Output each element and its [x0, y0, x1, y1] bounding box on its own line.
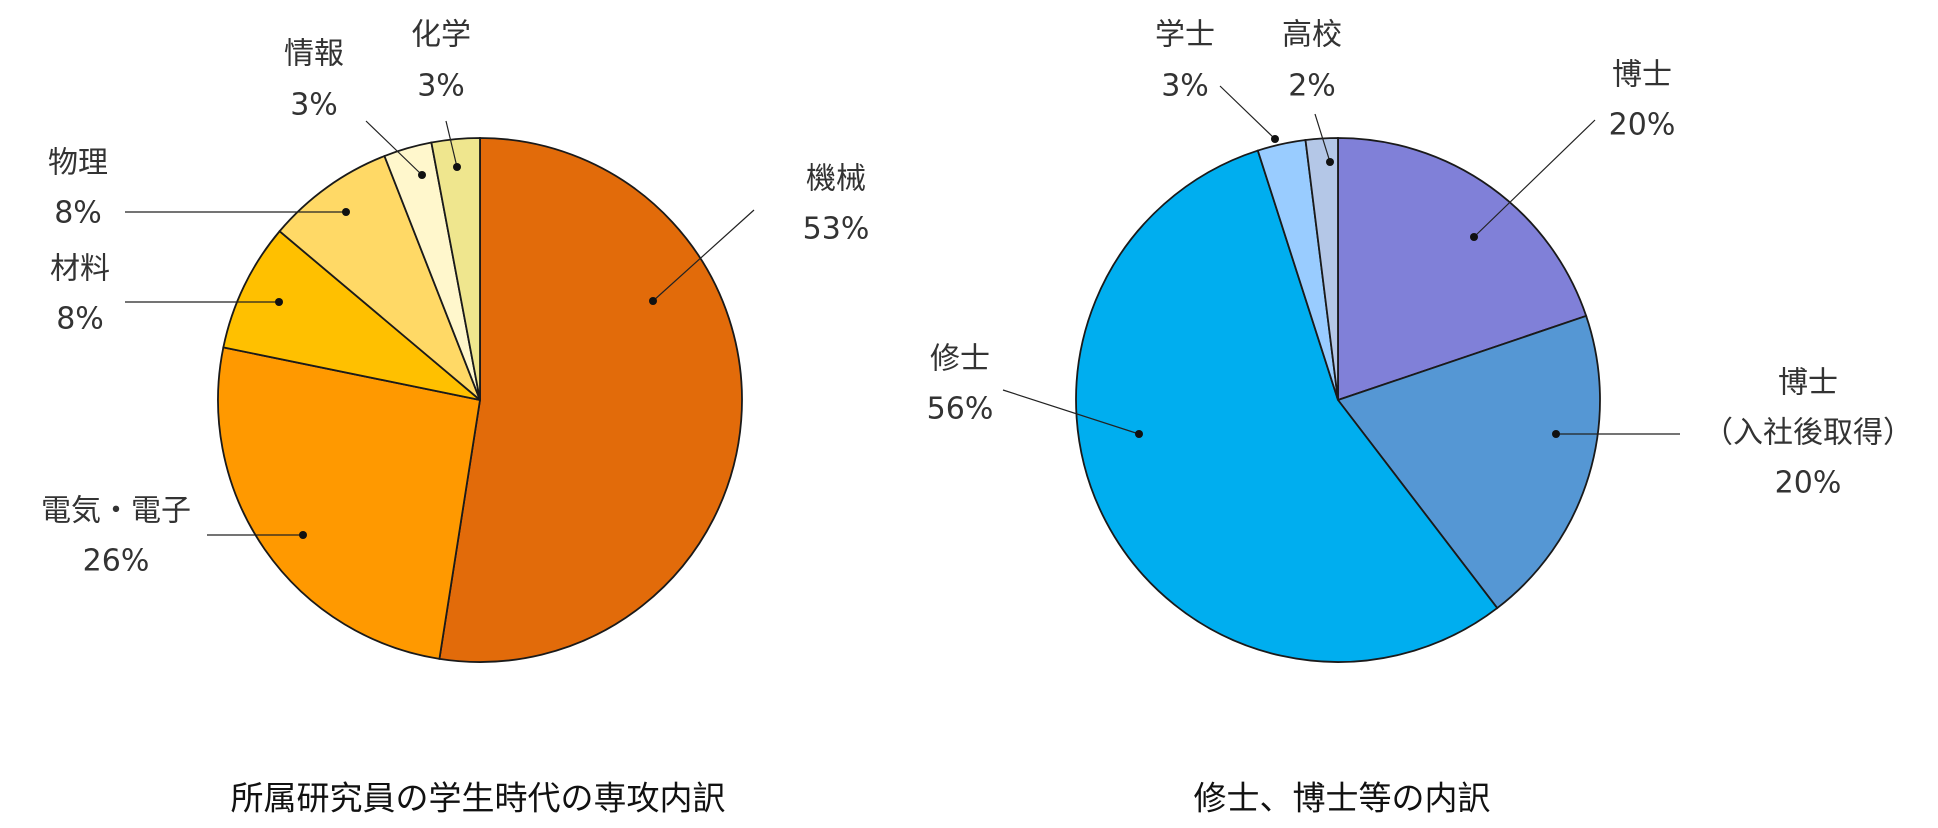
major-slice-value-label: 8% — [54, 196, 102, 231]
major-slice-label: 情報 — [284, 37, 344, 72]
major-leader-dot — [299, 531, 307, 539]
major-slice-value-label: 3% — [290, 88, 338, 123]
major-leader-line — [652, 209, 755, 302]
major-chart-title: 所属研究員の学生時代の専攻内訳 — [231, 779, 726, 818]
major-leader-dot — [275, 298, 283, 306]
degree-pie-slice — [1304, 137, 1339, 401]
major-pie-slice — [222, 229, 481, 401]
degree-pie-slice — [1337, 137, 1588, 402]
degree-chart-title: 修士、博士等の内訳 — [1194, 779, 1491, 818]
major-pie-slice — [217, 346, 482, 660]
major-leader-dot — [453, 163, 461, 171]
major-leader-dot — [649, 297, 657, 305]
degree-slice-label-line2: （入社後取得） — [1703, 416, 1913, 451]
major-breakdown-pie-chart: 機械 53% 電気・電子 26% 材料 8% 物理 8% 情報 3% 化学 3% 所属研究員の学生時代の… — [41, 18, 869, 818]
degree-breakdown-pie-chart: 博士 20% 博士 （入社後取得） 20% 修士 56% 学士 3% 高校 2% 修士、博士等の内訳 — [927, 18, 1913, 818]
degree-leader-dot — [1271, 135, 1279, 143]
major-slice-value-label: 26% — [83, 544, 150, 579]
major-slice-value-label: 8% — [56, 302, 104, 337]
major-slice-value-label: 53% — [803, 212, 870, 247]
degree-slice-value-label: 20% — [1609, 108, 1676, 143]
degree-pie-slice — [1075, 149, 1499, 663]
degree-leader-line — [1314, 113, 1331, 163]
major-slice-label: 化学 — [411, 18, 471, 53]
degree-leader-line — [1002, 389, 1140, 435]
degree-leader-dot — [1470, 233, 1478, 241]
degree-leader-line — [1473, 119, 1596, 238]
degree-slice-value-label: 20% — [1775, 466, 1842, 501]
degree-pie-slice — [1336, 314, 1601, 610]
major-slice-label: 物理 — [48, 146, 108, 181]
major-slice-label: 機械 — [806, 162, 866, 197]
major-leader-line — [365, 120, 423, 176]
degree-slice-value-label: 2% — [1288, 69, 1336, 104]
degree-slice-label: 博士 — [1778, 366, 1838, 401]
major-pie-slice — [438, 137, 743, 663]
degree-leader-dot — [1552, 430, 1560, 438]
degree-slice-value-label: 56% — [927, 392, 994, 427]
major-leader-dot — [418, 171, 426, 179]
major-pie-slice — [278, 154, 481, 401]
major-slice-value-label: 3% — [417, 69, 465, 104]
degree-leader-dot — [1326, 158, 1334, 166]
major-pie-slice — [430, 137, 481, 401]
major-slice-label: 材料 — [50, 252, 110, 287]
degree-slice-label: 修士 — [930, 342, 990, 377]
degree-leader-line — [1219, 85, 1276, 140]
degree-leader-dot — [1135, 430, 1143, 438]
degree-slice-label: 学士 — [1155, 18, 1215, 53]
degree-slice-label: 博士 — [1612, 58, 1672, 93]
degree-slice-value-label: 3% — [1161, 69, 1209, 104]
major-slice-label: 電気・電子 — [41, 494, 191, 529]
major-leader-dot — [342, 208, 350, 216]
degree-slice-label: 高校 — [1282, 18, 1342, 53]
major-leader-line — [445, 120, 458, 168]
